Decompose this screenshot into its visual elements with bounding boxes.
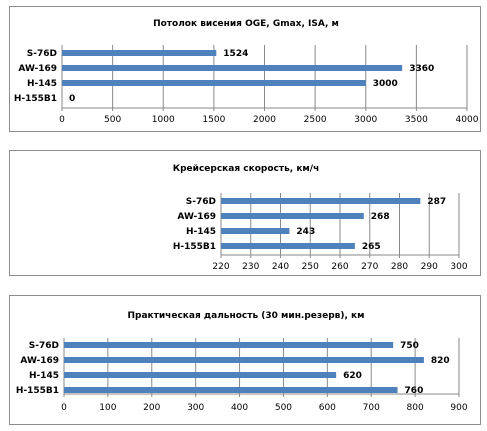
- chart-range: Практическая дальность (30 мин.резерв), …: [16, 311, 468, 413]
- value-label: 760: [405, 386, 424, 396]
- value-label: 243: [296, 227, 315, 237]
- x-tick-label: 4000: [456, 115, 479, 125]
- value-label: 620: [343, 371, 362, 381]
- x-tick-label: 300: [450, 262, 467, 272]
- x-tick-label: 260: [331, 262, 348, 272]
- category-label: H-155B1: [16, 386, 59, 396]
- x-tick-label: 300: [187, 403, 204, 413]
- x-tick-label: 3500: [405, 115, 428, 125]
- x-tick-label: 100: [99, 403, 116, 413]
- category-label: H-145: [29, 371, 59, 381]
- x-tick-label: 900: [450, 403, 467, 413]
- bar-hover-ceiling-S-76D: [62, 50, 217, 56]
- category-label: S-76D: [29, 341, 59, 351]
- chart-title: Практическая дальность (30 мин.резерв), …: [127, 311, 364, 321]
- value-label: 750: [400, 341, 419, 351]
- value-label: 0: [69, 94, 75, 104]
- bar-range-H-145: [64, 372, 337, 378]
- chart-panel-range: Практическая дальность (30 мин.резерв), …: [9, 295, 481, 425]
- x-tick-label: 230: [242, 262, 259, 272]
- x-tick-label: 500: [275, 403, 292, 413]
- value-label: 268: [371, 212, 390, 222]
- x-tick-label: 3000: [354, 115, 377, 125]
- category-label: AW-169: [18, 64, 57, 74]
- x-tick-label: 1000: [152, 115, 175, 125]
- category-label: S-76D: [27, 49, 57, 59]
- x-tick-label: 2000: [253, 115, 276, 125]
- x-tick-label: 2500: [304, 115, 327, 125]
- bar-range-AW-169: [64, 357, 424, 363]
- chart-hover-ceiling: Потолок висения OGE, Gmax, ISA, м 0 500 100…: [14, 19, 479, 125]
- x-tick-label: 400: [231, 403, 248, 413]
- x-tick-label: 700: [363, 403, 380, 413]
- value-label: 3360: [409, 64, 434, 74]
- chart-panel-cruise-speed: Крейсерская скорость, км/ч 220 230 240 250 26…: [9, 150, 481, 276]
- x-tick-label: 0: [61, 403, 67, 413]
- chart-panel-hover-ceiling: Потолок висения OGE, Gmax, ISA, м 0 500 100…: [9, 6, 481, 132]
- bar-range-H-155B1: [64, 387, 398, 393]
- bar-cruise-speed-S-76D: [221, 198, 421, 204]
- x-tick-label: 270: [361, 262, 378, 272]
- x-tick-label: 600: [319, 403, 336, 413]
- value-label: 3000: [373, 79, 398, 89]
- bar-cruise-speed-AW-169: [221, 213, 364, 219]
- category-label: S-76D: [186, 197, 216, 207]
- category-label: H-145: [27, 79, 57, 89]
- category-label: H-155B1: [14, 94, 57, 104]
- category-label: AW-169: [177, 212, 216, 222]
- x-tick-label: 800: [407, 403, 424, 413]
- bar-cruise-speed-H-145: [221, 228, 290, 234]
- x-tick-label: 280: [391, 262, 408, 272]
- x-tick-label: 1500: [202, 115, 225, 125]
- x-tick-label: 290: [421, 262, 438, 272]
- value-label: 1524: [223, 49, 248, 59]
- bar-range-S-76D: [64, 342, 394, 348]
- chart-title: Потолок висения OGE, Gmax, ISA, м: [153, 19, 339, 29]
- bar-hover-ceiling-AW-169: [62, 65, 403, 71]
- x-tick-label: 220: [212, 262, 229, 272]
- value-label: 287: [427, 197, 446, 207]
- category-label: AW-169: [20, 356, 59, 366]
- bar-cruise-speed-H-155B1: [221, 243, 355, 249]
- x-tick-label: 240: [272, 262, 289, 272]
- x-tick-label: 0: [59, 115, 65, 125]
- bar-hover-ceiling-H-145: [62, 80, 366, 86]
- category-label: H-145: [186, 227, 216, 237]
- chart-title: Крейсерская скорость, км/ч: [173, 164, 320, 174]
- x-tick-label: 500: [104, 115, 121, 125]
- x-tick-label: 200: [143, 403, 160, 413]
- x-tick-label: 250: [302, 262, 319, 272]
- value-label: 820: [431, 356, 450, 366]
- category-label: H-155B1: [173, 242, 216, 252]
- chart-cruise-speed: Крейсерская скорость, км/ч 220 230 240 250 26…: [173, 164, 468, 272]
- value-label: 265: [362, 242, 381, 252]
